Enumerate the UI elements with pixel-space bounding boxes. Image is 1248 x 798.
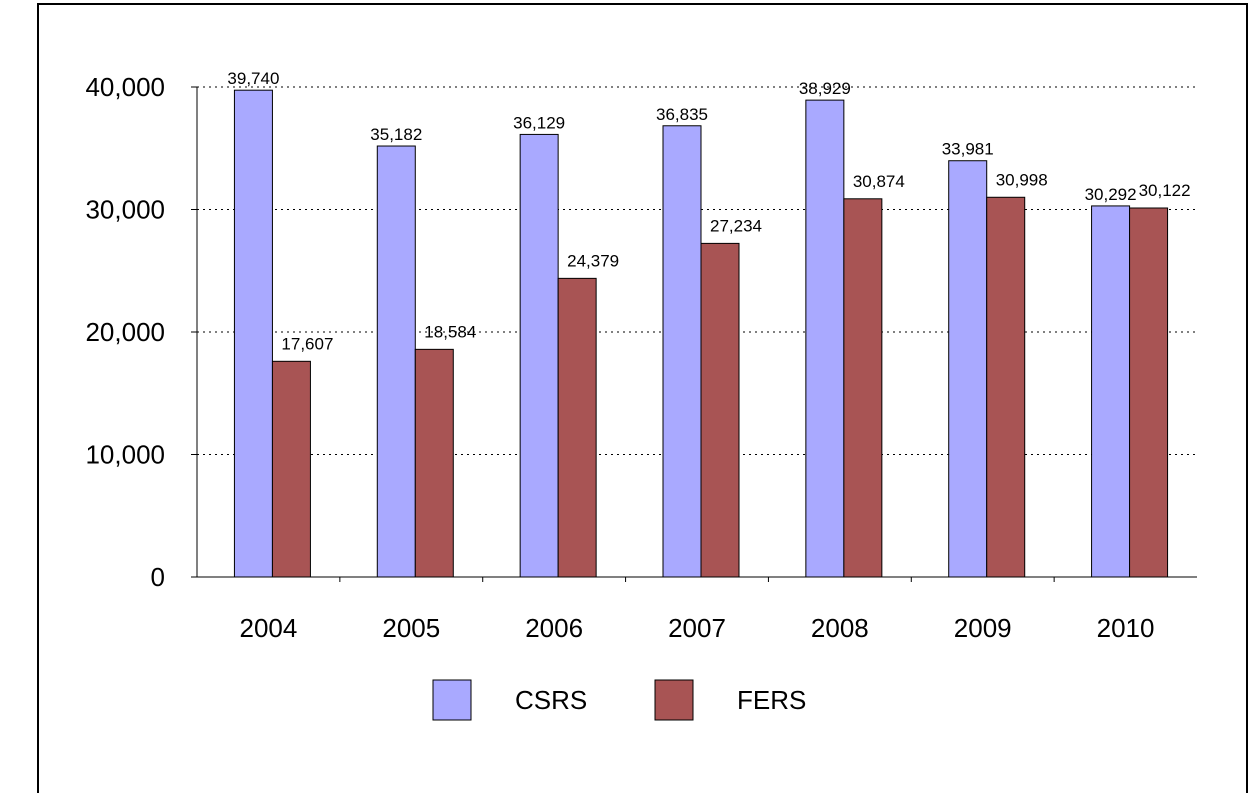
- value-label: 33,981: [942, 140, 994, 159]
- bar: [557, 277, 597, 578]
- y-tick-label: 10,000: [85, 440, 165, 470]
- legend-swatch: [654, 679, 694, 721]
- bar: [376, 145, 416, 578]
- y-tick-label: 0: [151, 562, 165, 592]
- legend-label: CSRS: [515, 685, 587, 715]
- bar: [700, 242, 740, 578]
- bar: [805, 99, 845, 578]
- x-tick-label: 2010: [1097, 613, 1155, 643]
- value-label: 30,874: [853, 172, 905, 191]
- y-tick-label: 20,000: [85, 317, 165, 347]
- bar: [271, 360, 311, 578]
- x-tick-label: 2006: [525, 613, 583, 643]
- x-tick-label: 2005: [382, 613, 440, 643]
- y-tick-label: 30,000: [85, 195, 165, 225]
- value-label: 27,234: [710, 216, 762, 235]
- legend-label: FERS: [737, 685, 806, 715]
- bar: [662, 125, 702, 578]
- x-tick-label: 2004: [240, 613, 298, 643]
- bar: [948, 160, 988, 578]
- value-label: 30,998: [996, 170, 1048, 189]
- bar: [519, 133, 559, 578]
- value-label: 35,182: [370, 125, 422, 144]
- chart-frame: [37, 3, 1248, 798]
- x-tick-label: 2007: [668, 613, 726, 643]
- x-tick-label: 2008: [811, 613, 869, 643]
- value-label: 30,292: [1085, 185, 1137, 204]
- bar: [233, 89, 273, 578]
- bar: [1091, 205, 1131, 578]
- value-label: 36,835: [656, 105, 708, 124]
- x-tick-label: 2009: [954, 613, 1012, 643]
- bar: [414, 348, 454, 578]
- value-label: 38,929: [799, 79, 851, 98]
- bar: [1129, 207, 1169, 578]
- legend-swatch: [432, 679, 472, 721]
- value-label: 30,122: [1139, 181, 1191, 200]
- value-label: 18,584: [424, 322, 476, 341]
- bar: [843, 198, 883, 578]
- value-label: 24,379: [567, 251, 619, 270]
- bar: [986, 196, 1026, 578]
- value-label: 36,129: [513, 113, 565, 132]
- y-tick-label: 40,000: [85, 72, 165, 102]
- value-label: 17,607: [281, 334, 333, 353]
- value-label: 39,740: [227, 69, 279, 88]
